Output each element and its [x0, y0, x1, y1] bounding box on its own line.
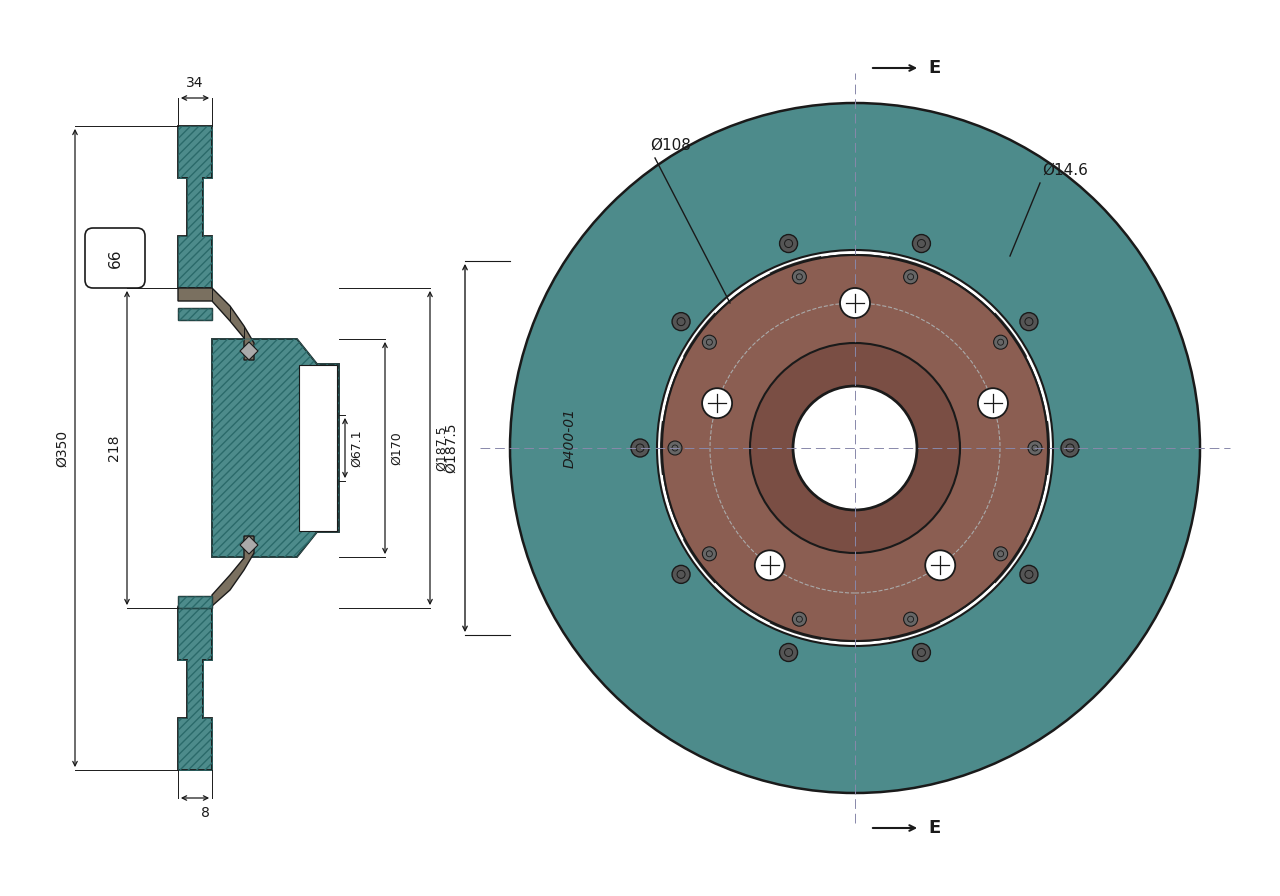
Polygon shape: [241, 342, 259, 360]
Wedge shape: [936, 576, 997, 626]
Circle shape: [703, 547, 717, 561]
Circle shape: [780, 235, 797, 253]
Circle shape: [703, 388, 732, 418]
Circle shape: [792, 270, 806, 284]
Wedge shape: [1019, 474, 1051, 541]
Text: 218: 218: [108, 435, 122, 461]
Circle shape: [913, 235, 931, 253]
Circle shape: [703, 335, 717, 349]
Polygon shape: [178, 536, 253, 608]
Circle shape: [1020, 313, 1038, 331]
Circle shape: [755, 550, 785, 581]
Circle shape: [904, 270, 918, 284]
Circle shape: [904, 612, 918, 626]
Circle shape: [913, 643, 931, 661]
Circle shape: [978, 388, 1007, 418]
Polygon shape: [178, 608, 212, 770]
Circle shape: [1061, 439, 1079, 457]
Wedge shape: [713, 270, 774, 320]
Circle shape: [750, 343, 960, 553]
Wedge shape: [1019, 355, 1051, 422]
Polygon shape: [178, 596, 212, 608]
Circle shape: [672, 313, 690, 331]
Text: Ø187.5: Ø187.5: [444, 423, 458, 473]
Circle shape: [780, 643, 797, 661]
Text: 8: 8: [201, 806, 210, 820]
Wedge shape: [936, 270, 997, 320]
Circle shape: [792, 612, 806, 626]
Text: Ø350: Ø350: [55, 429, 69, 467]
Text: Ø170: Ø170: [390, 431, 403, 465]
Text: 34: 34: [187, 76, 204, 90]
Polygon shape: [300, 365, 337, 531]
Wedge shape: [820, 250, 890, 266]
Wedge shape: [659, 355, 691, 422]
Text: Ø67.1: Ø67.1: [349, 429, 364, 467]
Polygon shape: [212, 339, 339, 557]
Circle shape: [794, 386, 916, 510]
Text: 66: 66: [108, 248, 123, 268]
Polygon shape: [241, 536, 259, 554]
Text: E: E: [928, 819, 941, 837]
Polygon shape: [178, 308, 212, 320]
Circle shape: [925, 550, 955, 581]
Circle shape: [509, 103, 1201, 793]
Circle shape: [1028, 441, 1042, 455]
Circle shape: [672, 565, 690, 583]
Circle shape: [993, 335, 1007, 349]
Polygon shape: [178, 126, 212, 288]
Circle shape: [631, 439, 649, 457]
Circle shape: [840, 288, 870, 318]
Polygon shape: [178, 288, 253, 360]
Text: E: E: [928, 59, 941, 77]
Circle shape: [668, 441, 682, 455]
Text: Ø187.5: Ø187.5: [435, 425, 448, 471]
Circle shape: [657, 250, 1053, 646]
Text: Ø14.6: Ø14.6: [1042, 163, 1088, 178]
FancyBboxPatch shape: [84, 228, 145, 288]
Circle shape: [1020, 565, 1038, 583]
Circle shape: [993, 547, 1007, 561]
Wedge shape: [713, 576, 774, 626]
Text: Ø108: Ø108: [650, 138, 691, 153]
Circle shape: [662, 255, 1048, 641]
Text: D400-01: D400-01: [563, 408, 577, 468]
Circle shape: [660, 253, 1050, 643]
Wedge shape: [659, 474, 691, 541]
Wedge shape: [820, 630, 890, 646]
